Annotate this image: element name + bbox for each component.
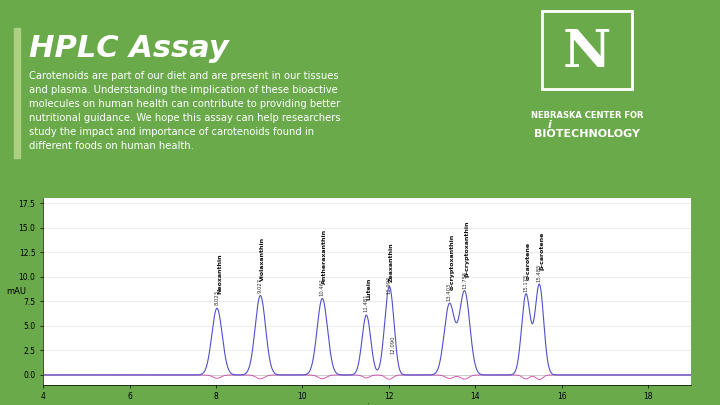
Text: β-carotene: β-carotene: [539, 232, 544, 270]
X-axis label: min: min: [359, 403, 375, 405]
Text: 8.023: 8.023: [215, 290, 220, 305]
Text: 13.403: 13.403: [447, 283, 452, 301]
Text: α-carotene: α-carotene: [526, 242, 531, 280]
Text: N: N: [562, 27, 611, 78]
Text: Lutein: Lutein: [366, 278, 372, 301]
Bar: [541, 11, 632, 90]
Text: Carotenoids are part of our diet and are present in our tissues
and plasma. Unde: Carotenoids are part of our diet and are…: [29, 71, 341, 151]
Bar: [14, 28, 20, 158]
Text: 11.481: 11.481: [364, 294, 369, 312]
Text: β-cryptoxanthin: β-cryptoxanthin: [464, 220, 469, 277]
Text: Antheraxanthin: Antheraxanthin: [323, 229, 328, 284]
Text: NEBRASKA CENTER FOR: NEBRASKA CENTER FOR: [531, 111, 643, 120]
Text: 15.485: 15.485: [537, 263, 542, 282]
Y-axis label: mAU: mAU: [6, 287, 26, 296]
Text: Zeaxanthin: Zeaxanthin: [389, 242, 394, 282]
Text: HPLC Assay: HPLC Assay: [29, 34, 228, 62]
Text: Violaxanthin: Violaxanthin: [261, 237, 266, 281]
Text: α-cryptoxanthin: α-cryptoxanthin: [449, 233, 454, 290]
Text: i: i: [548, 120, 552, 130]
Text: 13.755: 13.755: [462, 270, 467, 289]
Text: BIOTECHNOLOGY: BIOTECHNOLOGY: [534, 129, 640, 139]
Text: Neoxanthin: Neoxanthin: [217, 253, 222, 294]
Text: 12.090: 12.090: [390, 336, 395, 354]
Text: 15.175: 15.175: [523, 273, 528, 292]
Text: 10.461: 10.461: [320, 277, 325, 296]
Text: 9.027: 9.027: [258, 277, 263, 292]
Text: 11.996: 11.996: [386, 275, 391, 294]
